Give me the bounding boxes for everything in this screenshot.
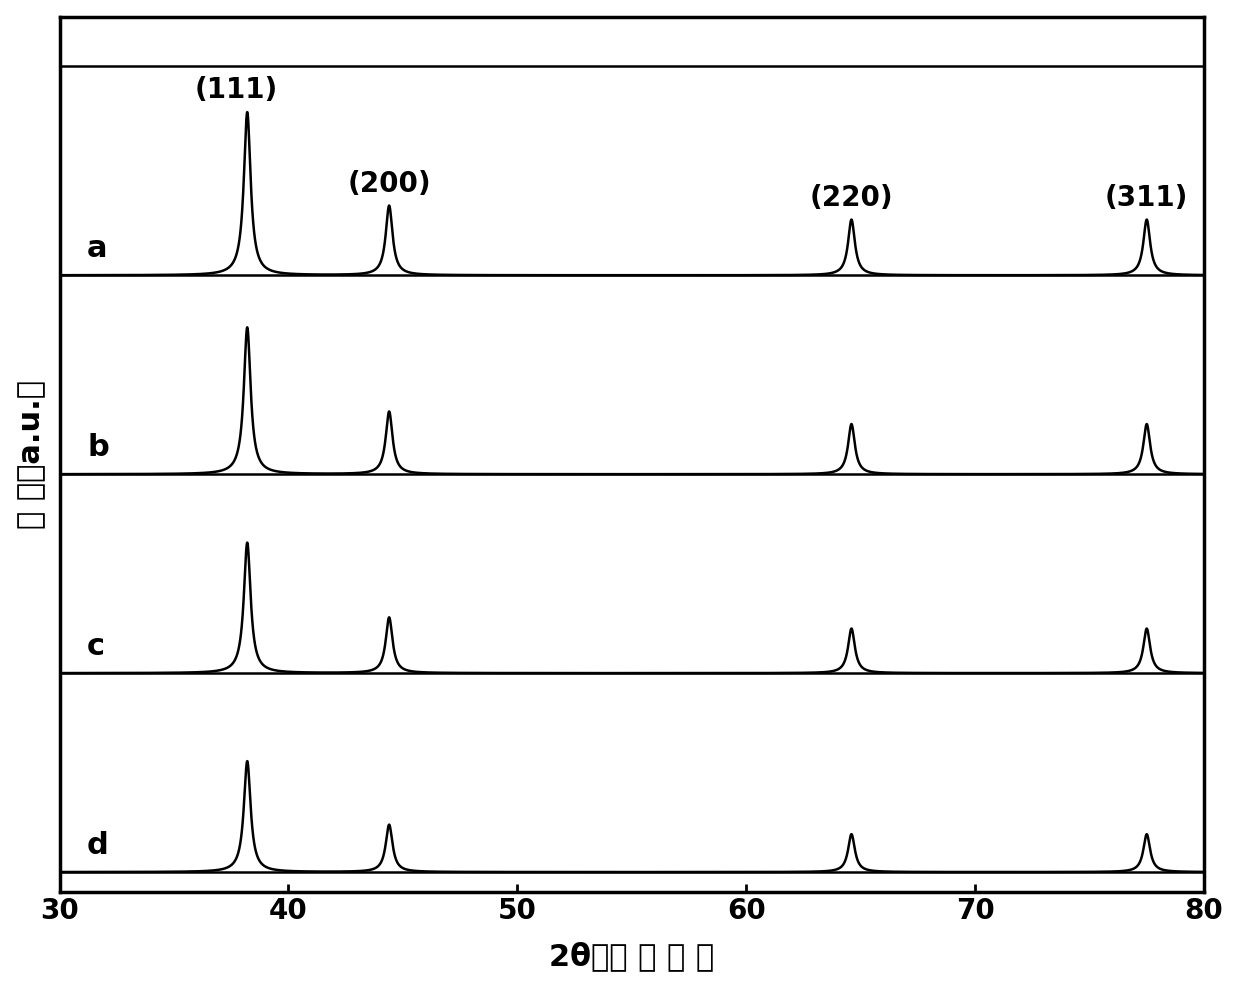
Text: (111): (111) — [195, 76, 278, 104]
Text: b: b — [87, 434, 109, 462]
Text: c: c — [87, 632, 105, 661]
Text: (220): (220) — [810, 184, 893, 211]
X-axis label: 2θ（衖 射 角 ）: 2θ（衖 射 角 ） — [549, 942, 714, 971]
Text: (200): (200) — [347, 170, 432, 198]
Y-axis label: 强 度（a.u.）: 强 度（a.u.） — [16, 379, 46, 529]
Text: (311): (311) — [1105, 184, 1188, 211]
Text: a: a — [87, 234, 108, 264]
Text: d: d — [87, 831, 109, 861]
